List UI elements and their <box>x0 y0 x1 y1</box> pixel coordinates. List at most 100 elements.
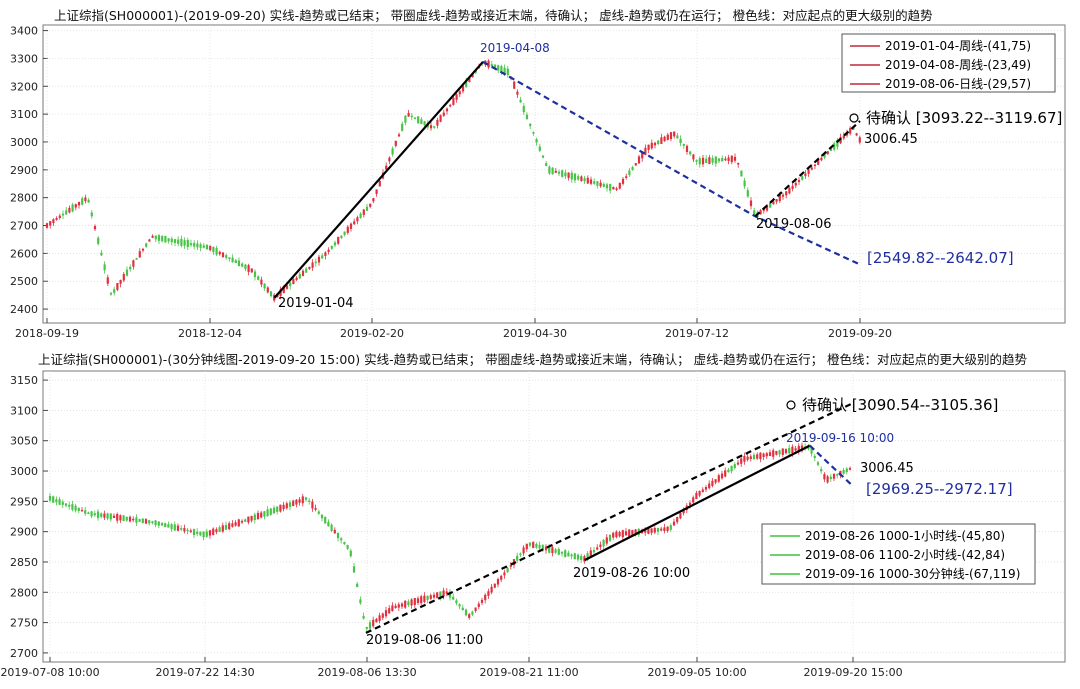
candle-body <box>372 619 375 627</box>
candle-body <box>71 504 74 510</box>
candle-body <box>208 530 212 536</box>
x-tick-label: 2018-12-04 <box>178 327 242 340</box>
candle-body <box>813 455 816 459</box>
x-tick-label: 2019-02-20 <box>340 327 404 340</box>
candle-body <box>135 258 138 260</box>
x-tick-label: 2019-09-05 10:00 <box>647 666 746 679</box>
candle-body <box>461 85 465 92</box>
candle-body <box>141 248 145 251</box>
candle-body <box>551 547 554 554</box>
candle-body <box>529 123 532 127</box>
candle-body <box>109 513 112 520</box>
candle-body <box>836 474 839 476</box>
candle-body <box>176 525 180 531</box>
top-label-last: 3006.45 <box>864 132 918 147</box>
candle-body <box>682 143 685 146</box>
candle-body <box>151 521 154 524</box>
candle-body <box>352 566 356 573</box>
candle-body <box>570 554 573 557</box>
candle-body <box>401 123 404 131</box>
candle-body <box>605 537 608 544</box>
candle-body <box>247 516 250 523</box>
candle-body <box>385 165 388 170</box>
top-label-pending: 待确认 [3093.22--3119.67] <box>866 109 1062 127</box>
top-label-low: 2019-01-04 <box>278 296 354 311</box>
candle-body <box>538 146 541 151</box>
candle-body <box>138 251 141 258</box>
bottom-pending-circle <box>786 400 796 410</box>
candle-body <box>458 604 461 607</box>
candle-body <box>112 515 116 519</box>
bottom-plot-area <box>42 370 1066 663</box>
candle-body <box>522 547 525 554</box>
candle-body <box>55 218 58 220</box>
candle-body <box>356 583 359 588</box>
candle-body <box>756 454 759 459</box>
candle-body <box>327 521 330 527</box>
candle-body <box>849 127 852 134</box>
candle-body <box>509 565 512 567</box>
candle-body <box>295 277 298 281</box>
x-tick-label: 2019-08-21 11:00 <box>479 666 578 679</box>
candle-body <box>618 182 621 189</box>
candle-body <box>375 618 378 623</box>
candle-body <box>183 527 186 532</box>
candle-body <box>202 245 205 248</box>
candle-body <box>759 452 762 460</box>
candle-body <box>544 546 548 551</box>
candle-body <box>256 512 260 520</box>
top-label-target: [2549.82--2642.07] <box>867 249 1014 267</box>
candle-body <box>471 611 474 615</box>
candle-body <box>560 551 564 554</box>
candle-body <box>218 527 221 532</box>
candle-body <box>698 158 701 165</box>
candle-body <box>772 450 775 457</box>
candle-body <box>61 213 65 216</box>
candle-body <box>305 268 308 273</box>
candle-body <box>705 158 708 163</box>
candle-body <box>461 607 464 611</box>
candle-body <box>253 271 257 278</box>
candle-body <box>84 197 87 202</box>
candle-body <box>570 172 573 180</box>
candle-body <box>199 244 202 248</box>
candle-body <box>260 279 263 285</box>
candle-body <box>753 210 756 217</box>
x-tick-label: 2019-07-08 10:00 <box>0 666 99 679</box>
candle-body <box>647 528 650 534</box>
candle-body <box>77 507 80 511</box>
candle-body <box>237 519 240 527</box>
candle-body <box>701 489 704 493</box>
bottom-label-pending: 待确认 [3090.54--3105.36] <box>802 396 998 414</box>
candle-body <box>266 509 269 517</box>
bottom-grid <box>43 371 1065 662</box>
candle-body <box>672 521 676 526</box>
y-tick-label: 3000 <box>10 136 38 149</box>
candle-body <box>340 235 343 238</box>
candle-body <box>221 252 225 258</box>
candle-body <box>391 148 394 155</box>
candle-body <box>820 468 823 472</box>
candle-body <box>80 509 84 512</box>
candle-body <box>778 450 781 455</box>
candle-body <box>333 242 337 246</box>
top-y-tick-labels: 2400 2500 2600 2700 2800 2900 3000 3100 3200 3300… <box>10 25 38 317</box>
candle-body <box>311 262 314 268</box>
candle-body <box>420 119 423 124</box>
candle-body <box>346 544 349 549</box>
candle-body <box>45 223 49 228</box>
candle-body <box>369 203 372 207</box>
candle-body <box>375 189 378 194</box>
candle-body <box>676 517 679 523</box>
candle-body <box>717 475 720 482</box>
candle-body <box>612 532 615 538</box>
candle-body <box>720 473 724 479</box>
candle-body <box>378 615 381 621</box>
candle-body <box>244 264 247 269</box>
candle-body <box>272 507 276 514</box>
candle-body <box>144 519 148 524</box>
candle-body <box>215 248 218 255</box>
candle-body <box>100 252 103 256</box>
candle-body <box>276 506 279 512</box>
